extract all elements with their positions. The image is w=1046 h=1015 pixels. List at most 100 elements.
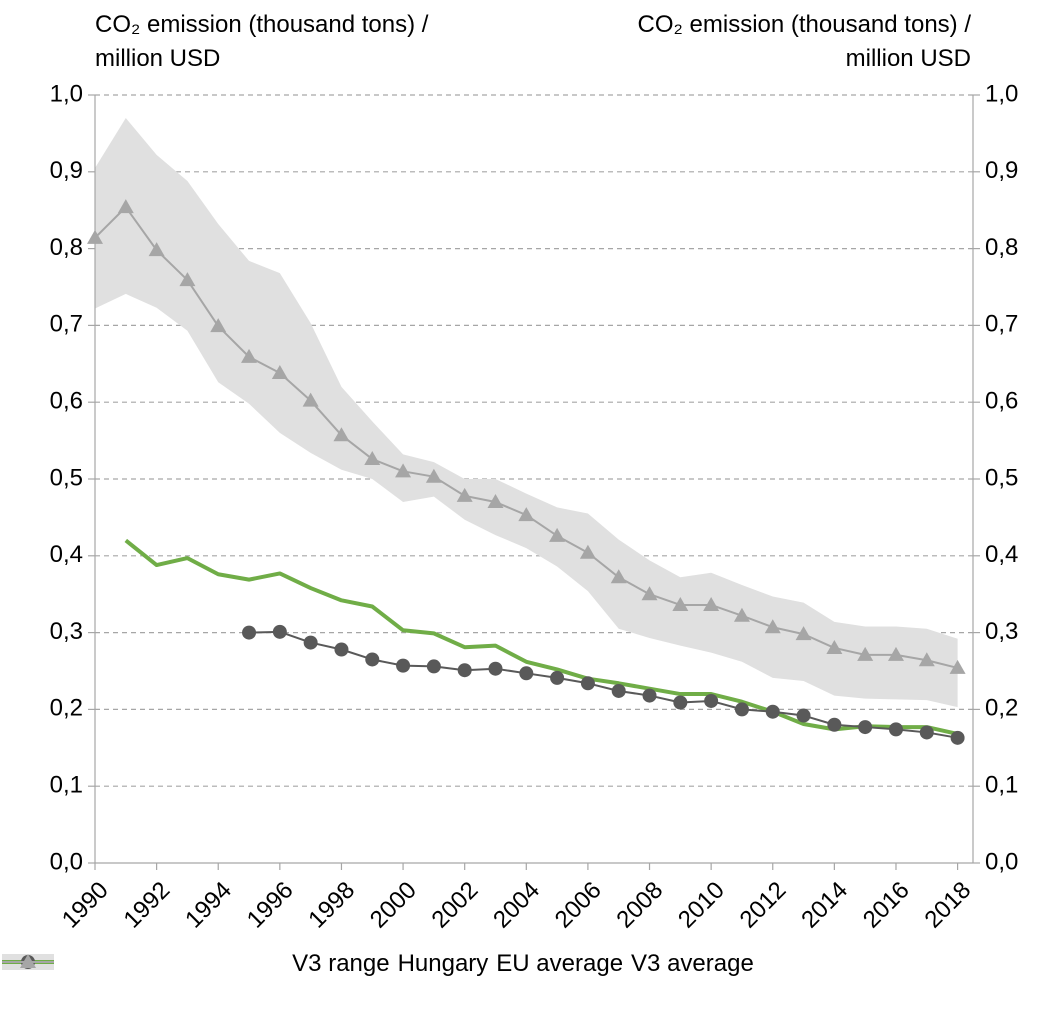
marker — [888, 722, 903, 737]
marker — [117, 199, 134, 214]
marker — [611, 683, 626, 698]
x-tick-label: 1994 — [180, 877, 237, 934]
y2-tick-label: 0,2 — [985, 695, 1018, 722]
y-tick-label: 0,7 — [50, 311, 83, 338]
marker — [488, 661, 503, 676]
legend-label: V3 range — [292, 950, 390, 977]
marker — [704, 693, 719, 708]
y-tick-label: 0,0 — [50, 848, 83, 875]
marker — [241, 348, 258, 363]
x-tick-label: 1990 — [57, 877, 114, 934]
marker — [456, 487, 473, 502]
marker — [395, 463, 412, 478]
marker — [519, 666, 534, 681]
y-tick-label: 0,1 — [50, 772, 83, 799]
x-tick-label: 2012 — [735, 877, 792, 934]
marker — [179, 272, 196, 287]
y2-tick-label: 0,3 — [985, 618, 1018, 645]
marker — [425, 468, 442, 483]
marker — [302, 392, 319, 407]
marker — [857, 646, 874, 661]
marker — [549, 527, 566, 542]
marker — [950, 730, 965, 745]
marker — [887, 646, 904, 661]
marker — [396, 658, 411, 673]
legend-item: V3 average — [2, 950, 754, 978]
y2-tick-label: 0,9 — [985, 157, 1018, 184]
marker — [242, 625, 257, 640]
y-tick-label: 0,4 — [50, 541, 83, 568]
marker — [672, 596, 689, 611]
marker — [457, 663, 472, 678]
marker — [148, 242, 165, 257]
x-tick-label: 2014 — [796, 877, 853, 934]
legend-swatch-marker — [20, 954, 36, 968]
y2-tick-label: 0,7 — [985, 311, 1018, 338]
y2-tick-label: 0,1 — [985, 772, 1018, 799]
y2-tick-label: 0,8 — [985, 234, 1018, 261]
legend-label: EU average — [496, 950, 624, 977]
legend-item: Hungary — [2, 950, 489, 978]
marker — [673, 695, 688, 710]
marker — [426, 659, 441, 674]
y-tick-label: 1,0 — [50, 80, 83, 107]
marker — [580, 676, 595, 691]
x-tick-label: 2004 — [488, 877, 545, 934]
marker — [795, 626, 812, 641]
y-tick-label: 0,5 — [50, 464, 83, 491]
marker — [827, 717, 842, 732]
marker — [703, 596, 720, 611]
marker — [918, 652, 935, 667]
x-tick-label: 1998 — [303, 877, 360, 934]
marker — [641, 586, 658, 601]
marker — [733, 607, 750, 622]
y-axis-title: CO₂ emission (thousand tons) / million U… — [95, 11, 429, 72]
x-tick-label: 2002 — [427, 877, 484, 934]
x-tick-label: 1996 — [242, 877, 299, 934]
marker — [579, 544, 596, 559]
x-tick-label: 2010 — [673, 877, 730, 934]
marker — [734, 702, 749, 717]
legend-item: V3 range — [2, 950, 390, 978]
y-tick-label: 0,9 — [50, 157, 83, 184]
legend-label: Hungary — [397, 950, 489, 977]
series-line — [124, 538, 959, 736]
marker — [210, 318, 227, 333]
legend-swatch — [2, 954, 54, 968]
marker — [518, 507, 535, 522]
marker — [919, 725, 934, 740]
legend: V3 range Hungary EU average V3 average — [0, 950, 1046, 978]
marker — [765, 704, 780, 719]
marker — [334, 642, 349, 657]
y-tick-label: 0,8 — [50, 234, 83, 261]
plot: 0,0 0,1 0,2 0,3 0,4 0,5 0,6 0,7 0,8 0,9 1,0 0,0 0,1 0… — [50, 80, 1019, 934]
marker — [271, 365, 288, 380]
y-tick-label: 0,2 — [50, 695, 83, 722]
x-tick-label: 2000 — [365, 877, 422, 934]
marker — [796, 708, 811, 723]
marker — [764, 619, 781, 634]
marker — [550, 670, 565, 685]
y2-tick-label: 1,0 — [985, 80, 1018, 107]
legend-label: V3 average — [631, 950, 754, 977]
x-tick-label: 2008 — [611, 877, 668, 934]
marker — [333, 427, 350, 442]
marker — [949, 659, 966, 674]
legend-item: EU average — [2, 950, 624, 978]
y-tick-label: 0,3 — [50, 618, 83, 645]
marker — [858, 720, 873, 735]
y2-tick-label: 0,0 — [985, 848, 1018, 875]
x-tick-label: 2016 — [858, 877, 915, 934]
y2-tick-label: 0,6 — [985, 388, 1018, 415]
y2-axis-title: CO₂ emission (thousand tons) / million U… — [637, 11, 971, 72]
marker — [610, 569, 627, 584]
x-tick-label: 2006 — [550, 877, 607, 934]
y2-tick-label: 0,5 — [985, 464, 1018, 491]
marker — [365, 652, 380, 667]
marker — [364, 451, 381, 466]
marker — [487, 494, 504, 509]
marker — [272, 624, 287, 639]
marker — [826, 639, 843, 654]
x-tick-label: 1992 — [118, 877, 175, 934]
